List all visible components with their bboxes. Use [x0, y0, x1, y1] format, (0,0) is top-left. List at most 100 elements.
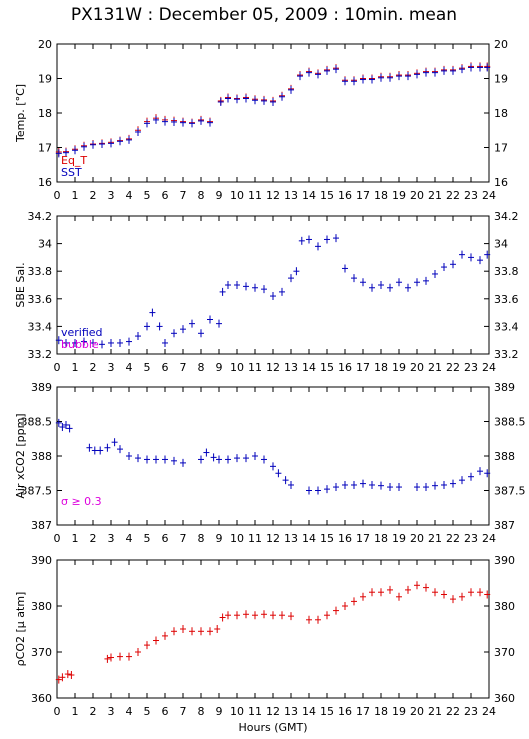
y-tick-label: 16	[494, 176, 508, 189]
x-tick-label: 7	[180, 705, 187, 718]
data-point	[225, 611, 231, 620]
x-tick-label: 17	[356, 532, 370, 545]
data-point	[126, 452, 132, 460]
x-tick-label: 18	[374, 361, 388, 374]
data-point	[108, 338, 114, 347]
x-tick-label: 5	[144, 189, 151, 202]
x-tick-label: 8	[198, 532, 205, 545]
data-point	[219, 287, 226, 296]
data-point	[198, 329, 204, 338]
data-point	[63, 148, 69, 157]
data-point	[414, 278, 420, 287]
data-point	[279, 92, 285, 101]
data-point	[135, 332, 141, 341]
data-point	[108, 653, 114, 662]
data-point	[293, 267, 300, 276]
series-1	[55, 418, 491, 495]
y-tick-label: 33.8	[494, 265, 519, 278]
data-point	[144, 322, 150, 331]
y-tick-label: 18	[38, 107, 52, 120]
y-tick-label: 33.2	[28, 348, 53, 361]
x-tick-label: 0	[54, 532, 61, 545]
x-tick-label: 5	[144, 705, 151, 718]
data-point	[111, 438, 118, 447]
x-tick-label: 9	[216, 705, 223, 718]
data-point	[217, 97, 224, 106]
data-point	[369, 480, 375, 489]
x-tick-label: 3	[108, 532, 115, 545]
data-point	[207, 118, 213, 127]
x-tick-label: 16	[338, 361, 352, 374]
x-tick-label: 4	[126, 361, 133, 374]
x-tick-label: 12	[266, 189, 280, 202]
data-point	[477, 256, 483, 265]
data-point	[396, 483, 402, 492]
data-point	[396, 592, 402, 601]
data-point	[468, 472, 474, 481]
x-tick-label: 18	[374, 189, 388, 202]
data-point	[55, 336, 62, 345]
data-point	[270, 462, 276, 471]
data-point	[243, 94, 249, 103]
data-point	[441, 66, 447, 75]
data-point	[64, 670, 71, 679]
data-point	[342, 264, 348, 273]
data-point	[55, 418, 62, 427]
data-point	[423, 276, 429, 285]
data-point	[324, 235, 330, 244]
data-point	[306, 235, 312, 244]
data-point	[288, 612, 294, 621]
data-point	[288, 85, 294, 94]
data-point	[315, 486, 321, 495]
data-point	[126, 652, 132, 661]
x-tick-label: 14	[302, 189, 316, 202]
data-point	[378, 481, 384, 490]
data-point	[126, 337, 132, 346]
y-tick-label: 33.6	[28, 293, 53, 306]
x-tick-label: 15	[320, 705, 334, 718]
data-point	[219, 613, 226, 622]
data-point	[189, 627, 195, 636]
x-tick-label: 24	[482, 189, 496, 202]
y-tick-label: 389	[31, 381, 52, 394]
x-tick-label: 13	[284, 705, 298, 718]
y-tick-label: 370	[31, 646, 52, 659]
y-tick-label: 388	[494, 450, 515, 463]
data-point	[243, 454, 249, 463]
data-point	[207, 627, 213, 636]
y-tick-label: 33.2	[494, 348, 519, 361]
data-point	[459, 592, 465, 601]
data-point	[459, 250, 465, 259]
x-tick-label: 22	[446, 189, 460, 202]
y-tick-label: 387	[494, 519, 515, 532]
data-point	[414, 581, 420, 590]
data-point	[207, 315, 213, 324]
y-tick-label: 388.5	[21, 416, 53, 429]
legend-entry: bubble	[61, 338, 99, 351]
data-point	[360, 479, 366, 488]
y-axis-label: Air xCO2 [ppm]	[14, 413, 27, 498]
data-point	[298, 236, 305, 245]
data-point	[423, 483, 429, 492]
data-point	[360, 278, 366, 287]
data-point	[180, 118, 186, 127]
data-point	[72, 338, 78, 347]
x-tick-label: 9	[216, 361, 223, 374]
y-tick-label: 34	[38, 238, 52, 251]
data-point	[297, 72, 303, 81]
data-point	[324, 485, 330, 494]
y-tick-label: 387	[31, 519, 52, 532]
data-point	[441, 480, 447, 489]
data-point	[153, 455, 159, 464]
y-tick-label: 34.2	[28, 210, 53, 223]
data-point	[279, 611, 285, 620]
data-point	[315, 242, 321, 251]
data-point	[171, 117, 177, 126]
x-tick-label: 24	[482, 705, 496, 718]
annotation-text: σ ≥ 0.3	[61, 495, 102, 508]
data-point	[135, 454, 141, 463]
data-point	[81, 142, 87, 151]
x-tick-label: 5	[144, 361, 151, 374]
data-point	[162, 455, 168, 464]
